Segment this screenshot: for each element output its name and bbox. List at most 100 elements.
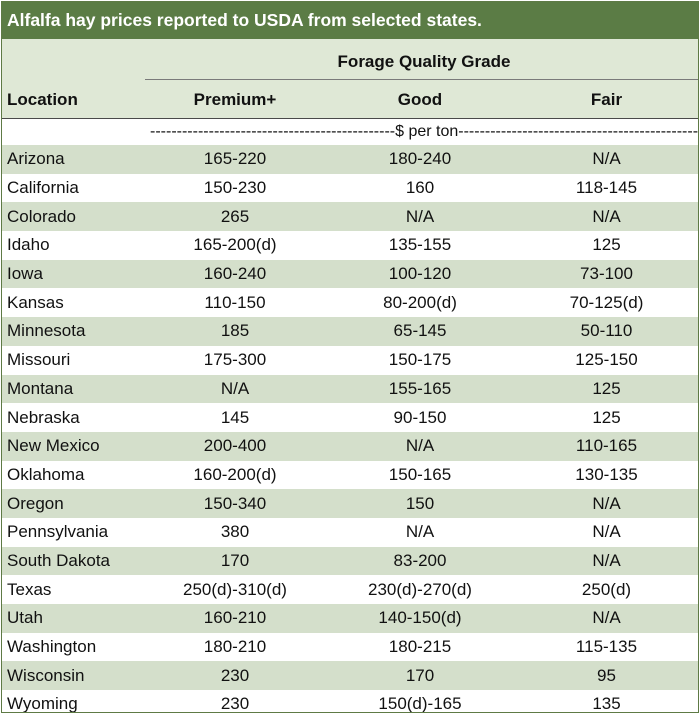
location-cell: Wyoming xyxy=(2,690,145,712)
good-price-cell: 150-165 xyxy=(325,460,515,490)
fair-price-cell: 130-135 xyxy=(515,460,698,490)
location-cell: Washington xyxy=(2,632,145,662)
location-cell: New Mexico xyxy=(2,431,145,461)
fair-price-cell: 95 xyxy=(515,661,698,691)
table-row: California 150-230 160 118-145 xyxy=(2,173,698,203)
premium-price-cell: 175-300 xyxy=(145,345,325,375)
premium-price-cell: 150-230 xyxy=(145,173,325,203)
good-price-cell: 80-200(d) xyxy=(325,288,515,318)
fair-price-cell: N/A xyxy=(515,489,698,518)
premium-price-cell: N/A xyxy=(145,374,325,404)
premium-price-cell: 150-340 xyxy=(145,489,325,518)
premium-price-cell: 165-220 xyxy=(145,145,325,174)
location-cell: South Dakota xyxy=(2,546,145,576)
fair-price-cell: N/A xyxy=(515,604,698,633)
table-title: Alfalfa hay prices reported to USDA from… xyxy=(2,2,698,39)
fair-price-cell: 250(d) xyxy=(515,575,698,604)
good-price-cell: 180-215 xyxy=(325,632,515,662)
location-cell: Oregon xyxy=(2,489,145,518)
location-cell: Pennsylvania xyxy=(2,517,145,547)
premium-price-cell: 160-210 xyxy=(145,604,325,633)
good-price-cell: N/A xyxy=(325,202,515,232)
good-price-cell: 170 xyxy=(325,661,515,691)
premium-price-cell: 110-150 xyxy=(145,288,325,318)
table-row: Arizona 165-220 180-240 N/A xyxy=(2,145,698,174)
good-price-cell: 180-240 xyxy=(325,145,515,174)
premium-price-cell: 200-400 xyxy=(145,431,325,461)
premium-price-cell: 230 xyxy=(145,661,325,691)
table-row: Missouri 175-300 150-175 125-150 xyxy=(2,345,698,375)
fair-price-cell: 70-125(d) xyxy=(515,288,698,318)
good-price-cell: N/A xyxy=(325,431,515,461)
table-row: Nebraska 145 90-150 125 xyxy=(2,403,698,432)
location-cell: Minnesota xyxy=(2,317,145,346)
location-cell: Montana xyxy=(2,374,145,404)
fair-price-cell: N/A xyxy=(515,145,698,174)
price-table: Arizona 165-220 180-240 N/A California 150-23… xyxy=(2,145,698,712)
location-cell: Colorado xyxy=(2,202,145,232)
good-price-cell: 100-120 xyxy=(325,259,515,289)
premium-column-header: Premium+ xyxy=(193,90,277,109)
forage-grade-group-header: Forage Quality Grade xyxy=(337,52,511,71)
table-row: Colorado 265 N/A N/A xyxy=(2,202,698,232)
header-divider xyxy=(2,118,698,119)
location-cell: Kansas xyxy=(2,288,145,318)
location-cell: Missouri xyxy=(2,345,145,375)
premium-price-cell: 380 xyxy=(145,517,325,547)
fair-price-cell: 135 xyxy=(515,690,698,712)
table-row: New Mexico 200-400 N/A 110-165 xyxy=(2,431,698,461)
premium-price-cell: 170 xyxy=(145,546,325,576)
good-price-cell: N/A xyxy=(325,517,515,547)
price-table-body: Arizona 165-220 180-240 N/A California 150-23… xyxy=(2,145,698,712)
fair-price-cell: 115-135 xyxy=(515,632,698,662)
location-cell: Utah xyxy=(2,604,145,633)
fair-price-cell: N/A xyxy=(515,202,698,232)
fair-price-cell: N/A xyxy=(515,517,698,547)
location-cell: Wisconsin xyxy=(2,661,145,691)
table-row: Minnesota 185 65-145 50-110 xyxy=(2,317,698,346)
good-price-cell: 150 xyxy=(325,489,515,518)
location-column-header: Location xyxy=(7,90,78,109)
premium-price-cell: 265 xyxy=(145,202,325,232)
fair-price-cell: 73-100 xyxy=(515,259,698,289)
fair-price-cell: 118-145 xyxy=(515,173,698,203)
location-cell: Idaho xyxy=(2,231,145,260)
table-row: Pennsylvania 380 N/A N/A xyxy=(2,517,698,547)
good-price-cell: 230(d)-270(d) xyxy=(325,575,515,604)
location-cell: Iowa xyxy=(2,259,145,289)
fair-price-cell: 50-110 xyxy=(515,317,698,346)
premium-price-cell: 165-200(d) xyxy=(145,231,325,260)
table-row: Kansas 110-150 80-200(d) 70-125(d) xyxy=(2,288,698,318)
fair-price-cell: 125 xyxy=(515,374,698,404)
table-row: Oklahoma 160-200(d) 150-165 130-135 xyxy=(2,460,698,490)
good-price-cell: 160 xyxy=(325,173,515,203)
premium-price-cell: 250(d)-310(d) xyxy=(145,575,325,604)
table-row: Iowa 160-240 100-120 73-100 xyxy=(2,259,698,289)
good-price-cell: 150(d)-165 xyxy=(325,690,515,712)
premium-price-cell: 180-210 xyxy=(145,632,325,662)
table-row: Montana N/A 155-165 125 xyxy=(2,374,698,404)
good-price-cell: 135-155 xyxy=(325,231,515,260)
group-header-underline xyxy=(145,79,698,80)
premium-price-cell: 230 xyxy=(145,690,325,712)
good-price-cell: 150-175 xyxy=(325,345,515,375)
premium-price-cell: 185 xyxy=(145,317,325,346)
location-cell: California xyxy=(2,173,145,203)
unit-row: ----------------------------------------… xyxy=(2,119,698,145)
location-cell: Oklahoma xyxy=(2,460,145,490)
location-cell: Nebraska xyxy=(2,403,145,432)
fair-price-cell: 110-165 xyxy=(515,431,698,461)
premium-price-cell: 160-200(d) xyxy=(145,460,325,490)
fair-column-header: Fair xyxy=(590,90,623,109)
table-row: Utah 160-210 140-150(d) N/A xyxy=(2,604,698,633)
table-row: Wyoming 230 150(d)-165 135 xyxy=(2,690,698,712)
table-header: Forage Quality Grade Location Premium+ G… xyxy=(2,39,698,118)
good-column-header: Good xyxy=(397,90,443,109)
fair-price-cell: 125 xyxy=(515,231,698,260)
good-price-cell: 65-145 xyxy=(325,317,515,346)
premium-price-cell: 145 xyxy=(145,403,325,432)
fair-price-cell: N/A xyxy=(515,546,698,576)
fair-price-cell: 125-150 xyxy=(515,345,698,375)
table-row: Idaho 165-200(d) 135-155 125 xyxy=(2,231,698,260)
